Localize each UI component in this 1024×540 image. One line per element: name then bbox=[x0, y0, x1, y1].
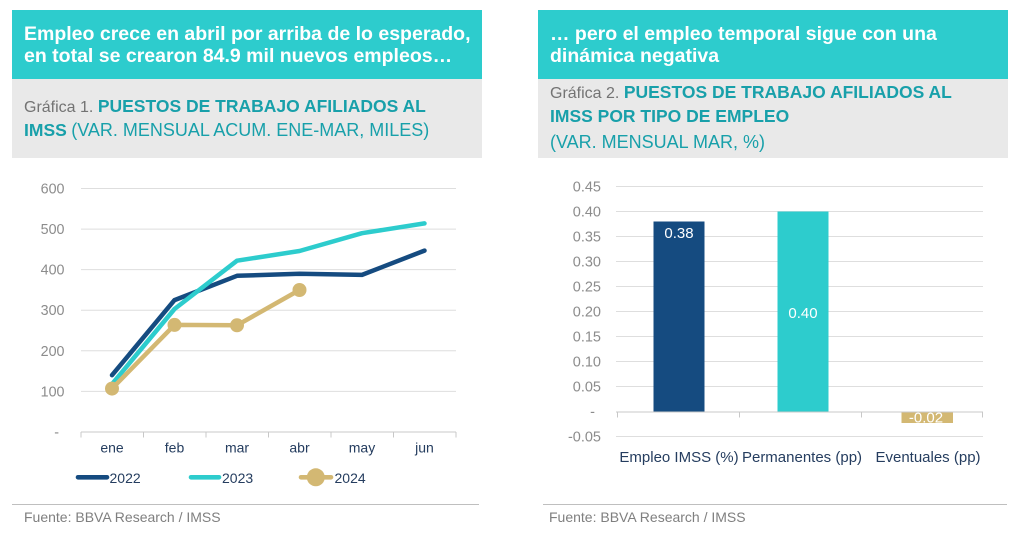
svg-text:0.40: 0.40 bbox=[573, 205, 601, 221]
svg-text:may: may bbox=[349, 440, 375, 456]
svg-text:0.10: 0.10 bbox=[573, 355, 601, 371]
svg-text:0.15: 0.15 bbox=[573, 330, 601, 346]
svg-text:0.45: 0.45 bbox=[573, 180, 601, 196]
svg-text:600: 600 bbox=[41, 182, 65, 198]
svg-text:2022: 2022 bbox=[110, 470, 141, 486]
svg-text:2024: 2024 bbox=[335, 470, 366, 486]
svg-text:0.05: 0.05 bbox=[573, 380, 601, 396]
svg-text:-0.05: -0.05 bbox=[568, 430, 601, 446]
svg-text:Permanentes (pp): Permanentes (pp) bbox=[742, 449, 862, 466]
svg-text:-: - bbox=[590, 405, 595, 421]
svg-text:ene: ene bbox=[100, 440, 124, 456]
svg-text:-0.02: -0.02 bbox=[909, 410, 943, 427]
svg-text:0.35: 0.35 bbox=[573, 230, 601, 246]
svg-text:2023: 2023 bbox=[222, 470, 253, 486]
svg-text:500: 500 bbox=[41, 222, 65, 238]
svg-text:400: 400 bbox=[41, 263, 65, 279]
svg-text:abr: abr bbox=[289, 440, 310, 456]
svg-text:jun: jun bbox=[414, 440, 434, 456]
svg-text:0.25: 0.25 bbox=[573, 280, 601, 296]
svg-text:0.40: 0.40 bbox=[788, 305, 817, 322]
svg-text:Eventuales (pp): Eventuales (pp) bbox=[875, 449, 980, 466]
svg-text:0.38: 0.38 bbox=[664, 225, 693, 242]
svg-text:300: 300 bbox=[41, 303, 65, 319]
svg-text:feb: feb bbox=[165, 440, 185, 456]
svg-text:mar: mar bbox=[225, 440, 249, 456]
svg-text:200: 200 bbox=[41, 344, 65, 360]
svg-text:100: 100 bbox=[41, 384, 65, 400]
svg-text:Empleo IMSS (%): Empleo IMSS (%) bbox=[619, 449, 738, 466]
svg-text:0.30: 0.30 bbox=[573, 255, 601, 271]
svg-text:0.20: 0.20 bbox=[573, 305, 601, 321]
svg-text:-: - bbox=[54, 425, 59, 441]
